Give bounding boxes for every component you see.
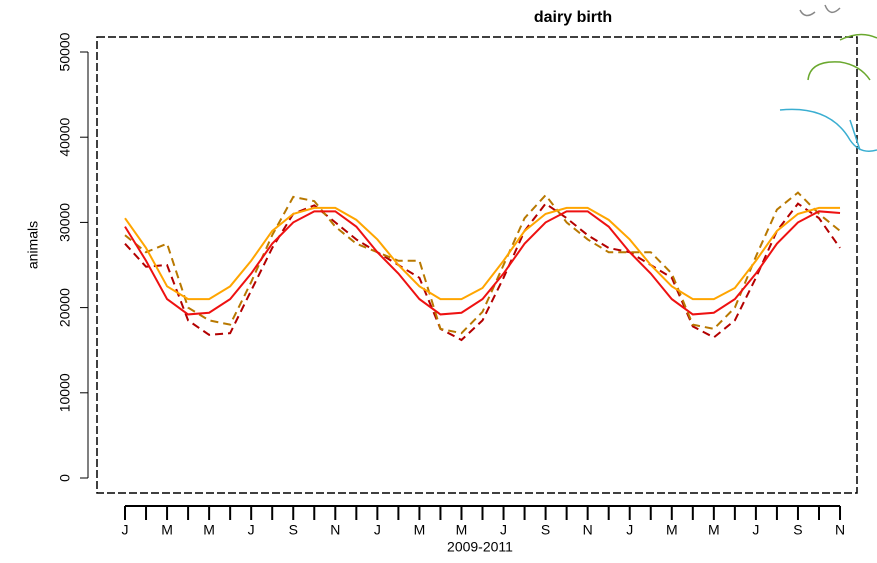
y-tick-label: 0 — [57, 474, 73, 482]
y-tick-label: 20000 — [57, 288, 73, 327]
x-tick-label: M — [414, 522, 426, 538]
x-tick-label: N — [330, 522, 340, 538]
x-tick-label: M — [456, 522, 468, 538]
y-tick-label: 30000 — [57, 203, 73, 242]
series-line — [124, 191, 841, 335]
decoration — [779, 4, 877, 152]
chart-title: dairy birth — [534, 9, 612, 26]
x-tick-label: S — [793, 522, 802, 538]
x-tick-label: J — [626, 522, 633, 538]
x-tick-label: J — [500, 522, 507, 538]
x-tick-label: J — [248, 522, 255, 538]
series-line — [124, 206, 841, 301]
x-tick-label: S — [289, 522, 298, 538]
plot-box — [96, 36, 858, 494]
x-tick-label: N — [835, 522, 845, 538]
x-tick-label: M — [708, 522, 720, 538]
x-tick-label: N — [583, 522, 593, 538]
x-tick-label: M — [666, 522, 678, 538]
y-tick-label: 10000 — [57, 373, 73, 412]
y-tick-label: 40000 — [57, 118, 73, 157]
x-tick-label: S — [541, 522, 550, 538]
series-line — [124, 210, 841, 316]
x-tick-label: J — [374, 522, 381, 538]
x-tick-label: M — [161, 522, 173, 538]
series-line — [124, 202, 841, 342]
x-tick-label: J — [752, 522, 759, 538]
x-tick-label: J — [122, 522, 129, 538]
y-tick-label: 50000 — [57, 32, 73, 71]
y-axis-label: animals — [25, 221, 41, 269]
x-tick-label: M — [203, 522, 215, 538]
x-axis-label: 2009-2011 — [447, 539, 513, 555]
